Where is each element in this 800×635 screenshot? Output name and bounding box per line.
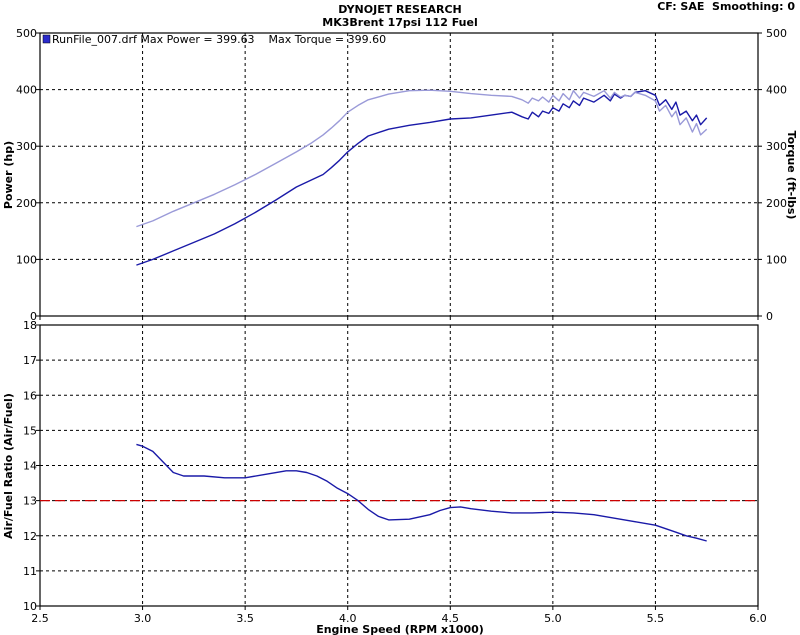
- y2-tick-label: 300: [766, 140, 787, 153]
- plot-frame: [39, 32, 759, 317]
- y-tick-label: 300: [16, 140, 37, 153]
- chart-subtitle: MK3Brent 17psi 112 Fuel: [322, 16, 477, 29]
- air-fuel-panel: 2.5 3.0 3.5 4.0 4.5 5.0 5.5 6.0 10 11 12 13 14 15 16 17…: [23, 319, 767, 625]
- y2-tick-label: 400: [766, 84, 787, 97]
- x-tick-label: 3.0: [134, 612, 152, 625]
- x-tick-label: 4.5: [442, 612, 460, 625]
- y-tick-label: 16: [23, 389, 37, 402]
- y-tick-label: 100: [16, 253, 37, 266]
- chart-title: DYNOJET RESEARCH: [338, 3, 461, 16]
- y-axis-label-afr: Air/Fuel Ratio (Air/Fuel): [2, 393, 15, 539]
- power-torque-panel: 0 100 200 300 400 500 0 100 200 300 400 500: [16, 27, 787, 323]
- y-tick-label: 11: [23, 565, 37, 578]
- y2-tick-label: 200: [766, 197, 787, 210]
- y-tick-label: 0: [30, 310, 37, 323]
- torque-series-line: [136, 89, 708, 228]
- y-tick-label: 400: [16, 84, 37, 97]
- y2-tick-label: 500: [766, 27, 787, 40]
- y-tick-label: 18: [23, 319, 37, 332]
- x-tick-label: 6.0: [749, 612, 767, 625]
- y-tick-label: 10: [23, 600, 37, 613]
- settings-label: CF: SAE Smoothing: 0: [657, 0, 795, 13]
- x-tick-label: 4.0: [339, 612, 357, 625]
- x-tick-label: 2.5: [31, 612, 49, 625]
- y2-axis-label-torque: Torque (ft-lbs): [785, 131, 798, 220]
- y-tick-label: 12: [23, 530, 37, 543]
- afr-series-line: [136, 443, 707, 542]
- legend: RunFile_007.drf Max Power = 399.63 Max T…: [42, 33, 386, 46]
- y-axis-label-power: Power (hp): [2, 141, 15, 209]
- power-series-line: [136, 89, 708, 266]
- y-tick-label: 200: [16, 197, 37, 210]
- x-tick-label: 5.0: [544, 612, 562, 625]
- plot-frame: [39, 324, 759, 607]
- legend-text: RunFile_007.drf Max Power = 399.63 Max T…: [52, 33, 386, 46]
- y-tick-label: 14: [23, 460, 37, 473]
- x-tick-label: 3.5: [236, 612, 254, 625]
- legend-swatch: [42, 34, 51, 44]
- y-tick-label: 13: [23, 495, 37, 508]
- x-axis-label: Engine Speed (RPM x1000): [316, 623, 484, 635]
- y2-tick-label: 100: [766, 253, 787, 266]
- y2-tick-label: 0: [766, 310, 773, 323]
- y-tick-label: 15: [23, 424, 37, 437]
- y-tick-label: 500: [16, 27, 37, 40]
- y-tick-label: 17: [23, 354, 37, 367]
- x-tick-label: 5.5: [647, 612, 665, 625]
